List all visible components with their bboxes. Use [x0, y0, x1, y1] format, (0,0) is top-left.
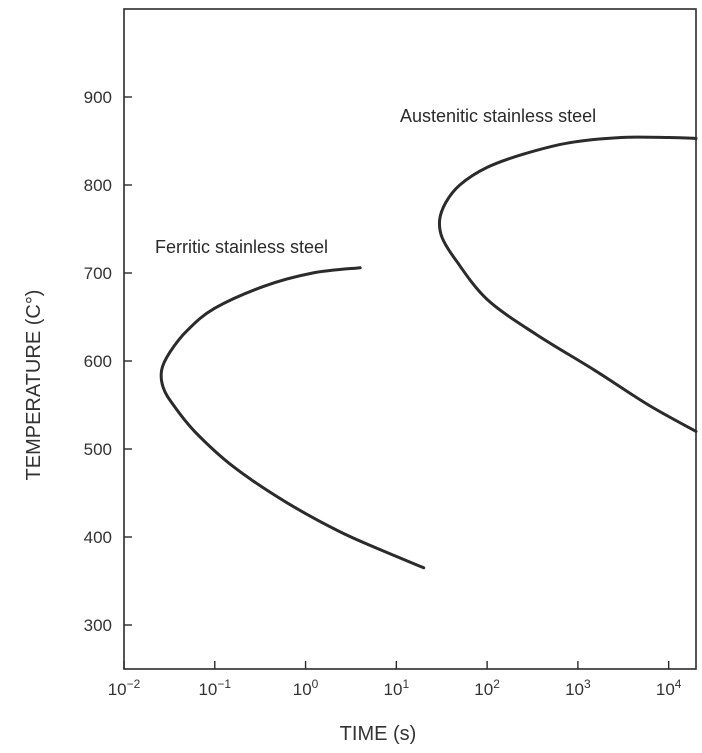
- x-tick-label: 102: [474, 677, 500, 699]
- y-tick-label: 500: [84, 440, 112, 459]
- ferritic-label: Ferritic stainless steel: [155, 237, 328, 257]
- x-tick-label: 100: [293, 677, 319, 699]
- y-tick-label: 700: [84, 264, 112, 283]
- y-tick-label: 900: [84, 88, 112, 107]
- y-tick-label: 400: [84, 528, 112, 547]
- y-tick-label: 600: [84, 352, 112, 371]
- x-axis-title: TIME (s): [340, 723, 417, 745]
- y-tick-label: 300: [84, 616, 112, 635]
- x-tick-label: 10−2: [108, 677, 141, 699]
- ferritic-curve: [159, 266, 426, 570]
- x-tick-label: 104: [656, 677, 682, 699]
- plot-frame: [123, 8, 697, 670]
- austenitic-curve: [437, 135, 698, 433]
- y-axis-title: TEMPERATURE (C°): [23, 290, 45, 481]
- x-tick-label: 10−1: [198, 677, 231, 699]
- x-axis-ticks: 10−2 10−1 100 101 102 103 104: [108, 661, 682, 699]
- austenitic-label: Austenitic stainless steel: [400, 106, 596, 126]
- x-tick-label: 103: [565, 677, 591, 699]
- y-axis-ticks: 300 400 500 600 700 800 900: [84, 88, 132, 635]
- x-tick-label: 101: [384, 677, 410, 699]
- y-tick-label: 800: [84, 176, 112, 195]
